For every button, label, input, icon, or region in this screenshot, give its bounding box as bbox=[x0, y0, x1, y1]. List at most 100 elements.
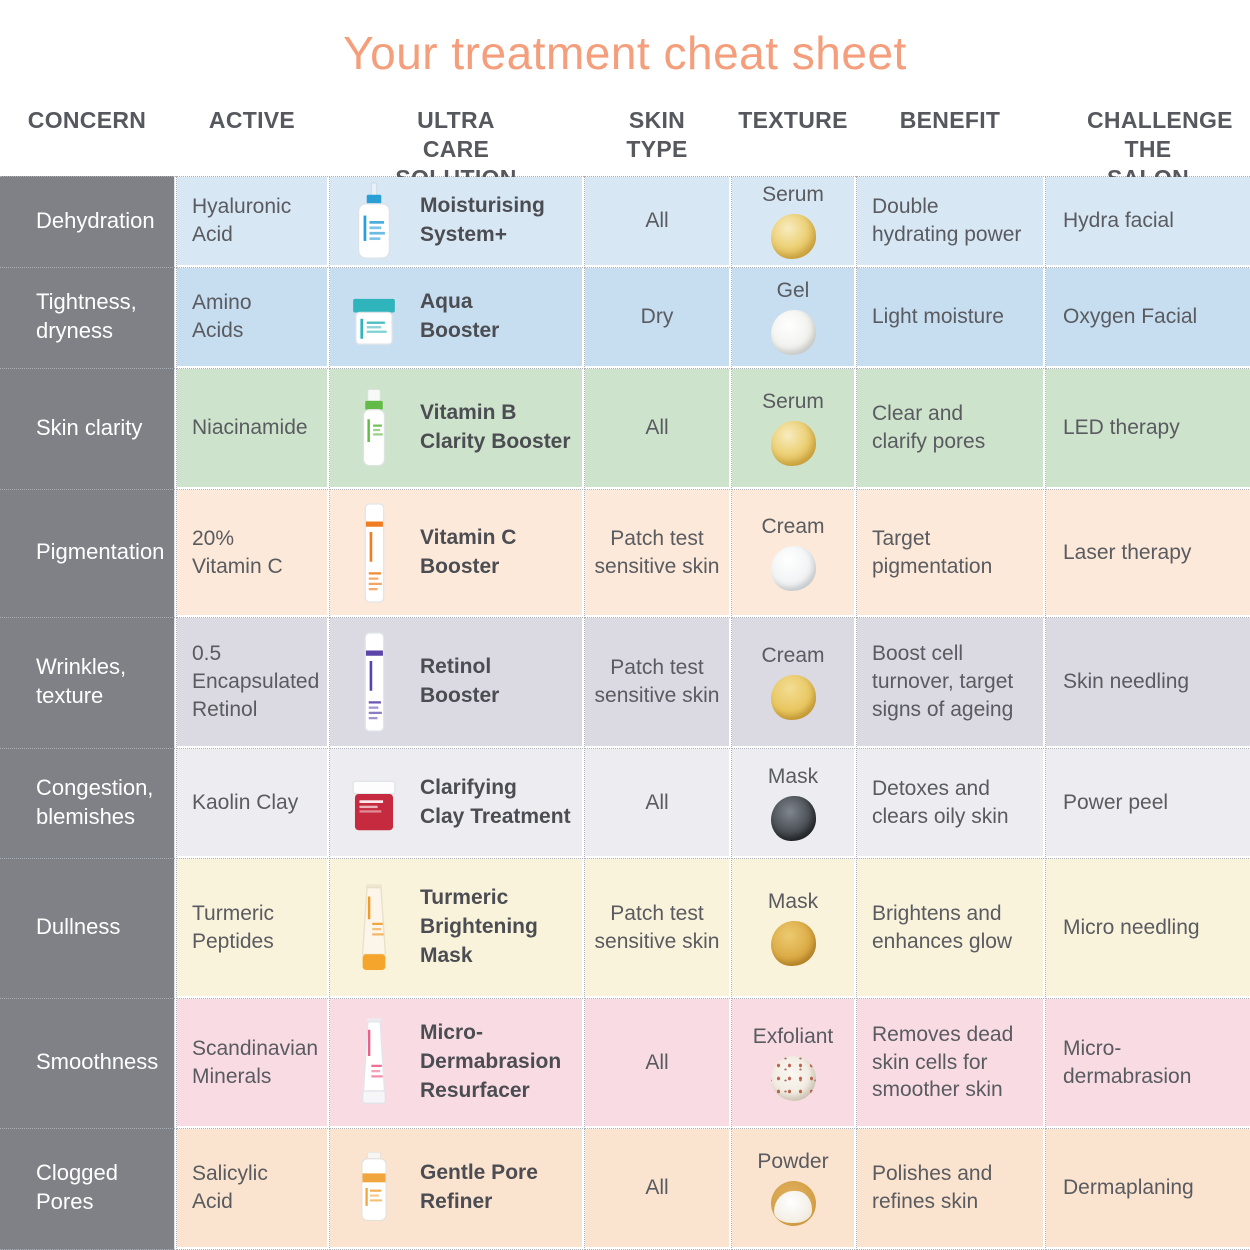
salon-challenge-cell: Power peel bbox=[1045, 749, 1250, 859]
texture-label: Exfoliant bbox=[752, 1024, 834, 1048]
solution-cell: Micro- Dermabrasion Resurfacer bbox=[329, 998, 585, 1129]
column-header-row: CONCERN ACTIVE ULTRA CARE SOLUTION SKIN … bbox=[0, 100, 1250, 191]
benefit-cell: Removes dead skin cells for smoother ski… bbox=[856, 998, 1046, 1129]
skin-type-cell: Patch test sensitive skin bbox=[584, 858, 732, 999]
texture-cell: Serum bbox=[731, 368, 857, 490]
powder-texture-swatch bbox=[770, 1181, 816, 1226]
gel-texture-swatch bbox=[770, 310, 816, 355]
texture-label: Serum bbox=[762, 183, 824, 206]
active-ingredient-cell: Kaolin Clay bbox=[176, 748, 330, 859]
texture-cell: Cream bbox=[731, 617, 857, 749]
solution-cell: Clarifying Clay Treatment bbox=[329, 748, 585, 859]
benefit-cell: Double hydrating power bbox=[856, 176, 1046, 268]
texture-cell: Gel bbox=[731, 267, 857, 369]
concern-cell: Pigmentation bbox=[0, 489, 177, 618]
cream-texture-swatch bbox=[770, 675, 816, 720]
salon-challenge-cell: Micro needling bbox=[1045, 859, 1250, 999]
product-name: Retinol Booster bbox=[420, 655, 500, 707]
active-ingredient-cell: Salicylic Acid bbox=[176, 1128, 330, 1250]
salon-challenge-cell: Oxygen Facial bbox=[1045, 268, 1250, 369]
benefit-cell: Target pigmentation bbox=[856, 489, 1046, 618]
active-ingredient-cell: Amino Acids bbox=[176, 267, 330, 369]
texture-label: Mask bbox=[767, 764, 819, 788]
column-header-texture: TEXTURE bbox=[732, 100, 854, 135]
texture-label: Gel bbox=[776, 279, 810, 302]
salon-challenge-cell: Laser therapy bbox=[1045, 490, 1250, 618]
skin-type-cell: All bbox=[584, 176, 732, 268]
salon-challenge-cell: Micro- dermabrasion bbox=[1045, 999, 1250, 1129]
skin-type-cell: All bbox=[584, 368, 732, 490]
skin-type-cell: Dry bbox=[584, 267, 732, 369]
product-name: Aqua Booster bbox=[420, 290, 500, 342]
benefit-cell: Detoxes and clears oily skin bbox=[856, 748, 1046, 859]
column-header-benefit: BENEFIT bbox=[857, 100, 1043, 135]
column-header-label: BENEFIT bbox=[899, 107, 1001, 133]
column-header-active: ACTIVE bbox=[177, 100, 327, 135]
column-header-label: CONCERN bbox=[27, 107, 147, 133]
concern-cell: Tightness, dryness bbox=[0, 267, 177, 369]
aqua-booster-product-icon bbox=[338, 288, 410, 346]
concern-cell: Congestion, blemishes bbox=[0, 748, 177, 859]
solution-cell: Moisturising System+ bbox=[329, 176, 585, 268]
column-header-skin-type: SKIN TYPE bbox=[585, 100, 729, 164]
texture-label: Cream bbox=[761, 514, 825, 538]
salon-challenge-cell: Hydra facial bbox=[1045, 177, 1250, 268]
column-header-concern: CONCERN bbox=[0, 100, 174, 135]
texture-label: Powder bbox=[757, 1150, 829, 1173]
benefit-cell: Brightens and enhances glow bbox=[856, 858, 1046, 999]
concern-cell: Smoothness bbox=[0, 998, 177, 1129]
solution-cell: Gentle Pore Refiner bbox=[329, 1128, 585, 1250]
page-title: Your treatment cheat sheet bbox=[343, 27, 907, 79]
skin-type-cell: All bbox=[584, 998, 732, 1129]
solution-cell: Turmeric Brightening Mask bbox=[329, 858, 585, 999]
product-name: Clarifying Clay Treatment bbox=[420, 775, 571, 828]
texture-cell: Mask bbox=[731, 858, 857, 999]
texture-cell: Exfoliant bbox=[731, 998, 857, 1129]
benefit-cell: Polishes and refines skin bbox=[856, 1128, 1046, 1250]
mask-texture-swatch bbox=[770, 795, 816, 841]
benefit-cell: Light moisture bbox=[856, 267, 1046, 369]
active-ingredient-cell: Hyaluronic Acid bbox=[176, 176, 330, 268]
active-ingredient-cell: Turmeric Peptides bbox=[176, 858, 330, 999]
concern-cell: Dullness bbox=[0, 858, 177, 999]
vitamin-b-booster-product-icon bbox=[338, 386, 410, 470]
skin-type-cell: Patch test sensitive skin bbox=[584, 489, 732, 618]
mask-texture-swatch bbox=[770, 920, 816, 966]
texture-label: Cream bbox=[761, 644, 825, 667]
product-name: Micro- Dermabrasion Resurfacer bbox=[420, 1021, 562, 1102]
solution-cell: Aqua Booster bbox=[329, 267, 585, 369]
cream-texture-swatch bbox=[770, 545, 816, 591]
product-name: Vitamin C Booster bbox=[420, 525, 517, 578]
concern-cell: Clogged Pores bbox=[0, 1128, 177, 1250]
concern-cell: Dehydration bbox=[0, 176, 177, 268]
texture-label: Serum bbox=[762, 390, 824, 413]
turmeric-mask-product-icon bbox=[338, 879, 410, 977]
product-name: Moisturising System+ bbox=[420, 194, 545, 246]
active-ingredient-cell: Niacinamide bbox=[176, 368, 330, 490]
retinol-booster-product-icon bbox=[338, 627, 410, 737]
benefit-cell: Boost cell turnover, target signs of age… bbox=[856, 617, 1046, 749]
solution-cell: Retinol Booster bbox=[329, 617, 585, 749]
cheat-sheet-table: Dehydration Hyaluronic Acid Moisturising… bbox=[0, 176, 1250, 1250]
solution-cell: Vitamin B Clarity Booster bbox=[329, 368, 585, 490]
active-ingredient-cell: Scandinavian Minerals bbox=[176, 998, 330, 1129]
texture-cell: Mask bbox=[731, 748, 857, 859]
texture-label: Mask bbox=[767, 889, 819, 913]
column-header-label: SKIN TYPE bbox=[626, 107, 688, 162]
column-header-label: ACTIVE bbox=[208, 107, 296, 133]
product-name: Vitamin B Clarity Booster bbox=[420, 401, 571, 453]
microdermabrasion-resurfacer-product-icon bbox=[338, 1012, 410, 1114]
salon-challenge-cell: LED therapy bbox=[1045, 369, 1250, 490]
texture-cell: Powder bbox=[731, 1128, 857, 1250]
texture-cell: Cream bbox=[731, 489, 857, 618]
texture-cell: Serum bbox=[731, 176, 857, 268]
column-header-label: TEXTURE bbox=[738, 107, 848, 133]
concern-cell: Skin clarity bbox=[0, 368, 177, 490]
exfoliant-texture-swatch bbox=[770, 1055, 816, 1101]
clay-treatment-product-icon bbox=[338, 772, 410, 834]
salon-challenge-cell: Dermaplaning bbox=[1045, 1129, 1250, 1250]
skin-type-cell: All bbox=[584, 1128, 732, 1250]
vitamin-c-booster-product-icon bbox=[338, 498, 410, 608]
product-name: Turmeric Brightening Mask bbox=[420, 886, 538, 967]
